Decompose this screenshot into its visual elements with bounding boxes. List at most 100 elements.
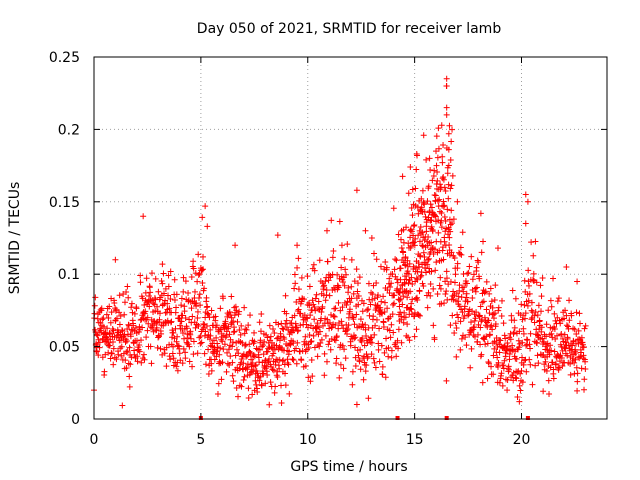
data-point: [95, 352, 102, 359]
data-point: [141, 302, 148, 309]
data-point: [465, 269, 472, 276]
data-point: [516, 398, 523, 405]
data-point: [422, 213, 429, 220]
data-point: [362, 326, 369, 333]
data-point: [344, 241, 351, 248]
data-point: [291, 285, 298, 292]
data-point: [336, 374, 343, 381]
data-point: [225, 346, 232, 353]
data-point: [323, 358, 330, 365]
data-point: [266, 356, 273, 363]
data-point: [240, 360, 247, 367]
data-point: [424, 198, 431, 205]
data-point: [269, 366, 276, 373]
data-point: [203, 294, 210, 301]
data-point: [394, 279, 401, 286]
data-point: [344, 325, 351, 332]
data-point: [389, 271, 396, 278]
data-point: [198, 339, 205, 346]
data-point: [413, 258, 420, 265]
data-point: [271, 389, 278, 396]
data-point: [341, 282, 348, 289]
data-point: [226, 331, 233, 338]
data-point: [189, 313, 196, 320]
data-point: [498, 297, 505, 304]
x-tick-label: 15: [406, 432, 424, 448]
data-point: [267, 379, 274, 386]
data-point: [294, 328, 301, 335]
data-point: [437, 219, 444, 226]
data-point: [442, 290, 449, 297]
data-point: [446, 242, 453, 249]
data-point: [440, 173, 447, 180]
data-point: [106, 342, 113, 349]
data-point: [242, 326, 249, 333]
data-point: [539, 335, 546, 342]
data-point: [311, 303, 318, 310]
data-point: [270, 367, 277, 374]
data-point: [358, 338, 365, 345]
data-point: [524, 302, 531, 309]
data-point: [432, 267, 439, 274]
data-point: [223, 332, 230, 339]
data-point: [140, 351, 147, 358]
data-point: [493, 340, 500, 347]
data-point: [178, 318, 185, 325]
data-point: [260, 342, 267, 349]
data-point: [431, 336, 438, 343]
data-point: [519, 379, 526, 386]
data-point: [161, 290, 168, 297]
data-point: [454, 260, 461, 267]
data-point: [352, 344, 359, 351]
data-point: [443, 275, 450, 282]
data-point: [472, 288, 479, 295]
data-point: [497, 337, 504, 344]
data-point: [194, 278, 201, 285]
data-point: [231, 328, 238, 335]
data-point: [548, 303, 555, 310]
data-point: [189, 363, 196, 370]
data-point: [446, 234, 453, 241]
data-point: [224, 349, 231, 356]
data-point: [411, 313, 418, 320]
data-point: [447, 185, 454, 192]
data-point: [173, 338, 180, 345]
data-point: [307, 312, 314, 319]
data-point: [425, 183, 432, 190]
data-point: [542, 358, 549, 365]
data-point: [563, 263, 570, 270]
data-point: [154, 344, 161, 351]
data-point: [268, 344, 275, 351]
data-point: [512, 374, 519, 381]
data-point: [201, 285, 208, 292]
data-point: [520, 330, 527, 337]
data-point: [414, 311, 421, 318]
data-point: [401, 309, 408, 316]
data-point: [167, 268, 174, 275]
data-point: [435, 186, 442, 193]
data-point: [213, 334, 220, 341]
data-point: [543, 367, 550, 374]
data-point: [214, 340, 221, 347]
data-point: [266, 401, 273, 408]
data-point: [194, 315, 201, 322]
data-point: [368, 235, 375, 241]
data-point: [415, 312, 422, 319]
data-point: [439, 153, 446, 160]
data-point: [394, 337, 401, 344]
data-point: [413, 294, 420, 301]
data-point: [272, 383, 279, 390]
data-point: [223, 368, 230, 375]
data-point: [477, 210, 484, 217]
data-point: [293, 360, 300, 367]
data-point: [124, 348, 131, 355]
data-point: [91, 302, 98, 309]
data-point: [267, 333, 274, 340]
data-point: [435, 125, 442, 132]
data-point: [379, 363, 386, 370]
data-point: [444, 296, 451, 303]
data-point: [200, 253, 207, 260]
data-point: [482, 288, 489, 295]
data-point: [550, 366, 557, 373]
